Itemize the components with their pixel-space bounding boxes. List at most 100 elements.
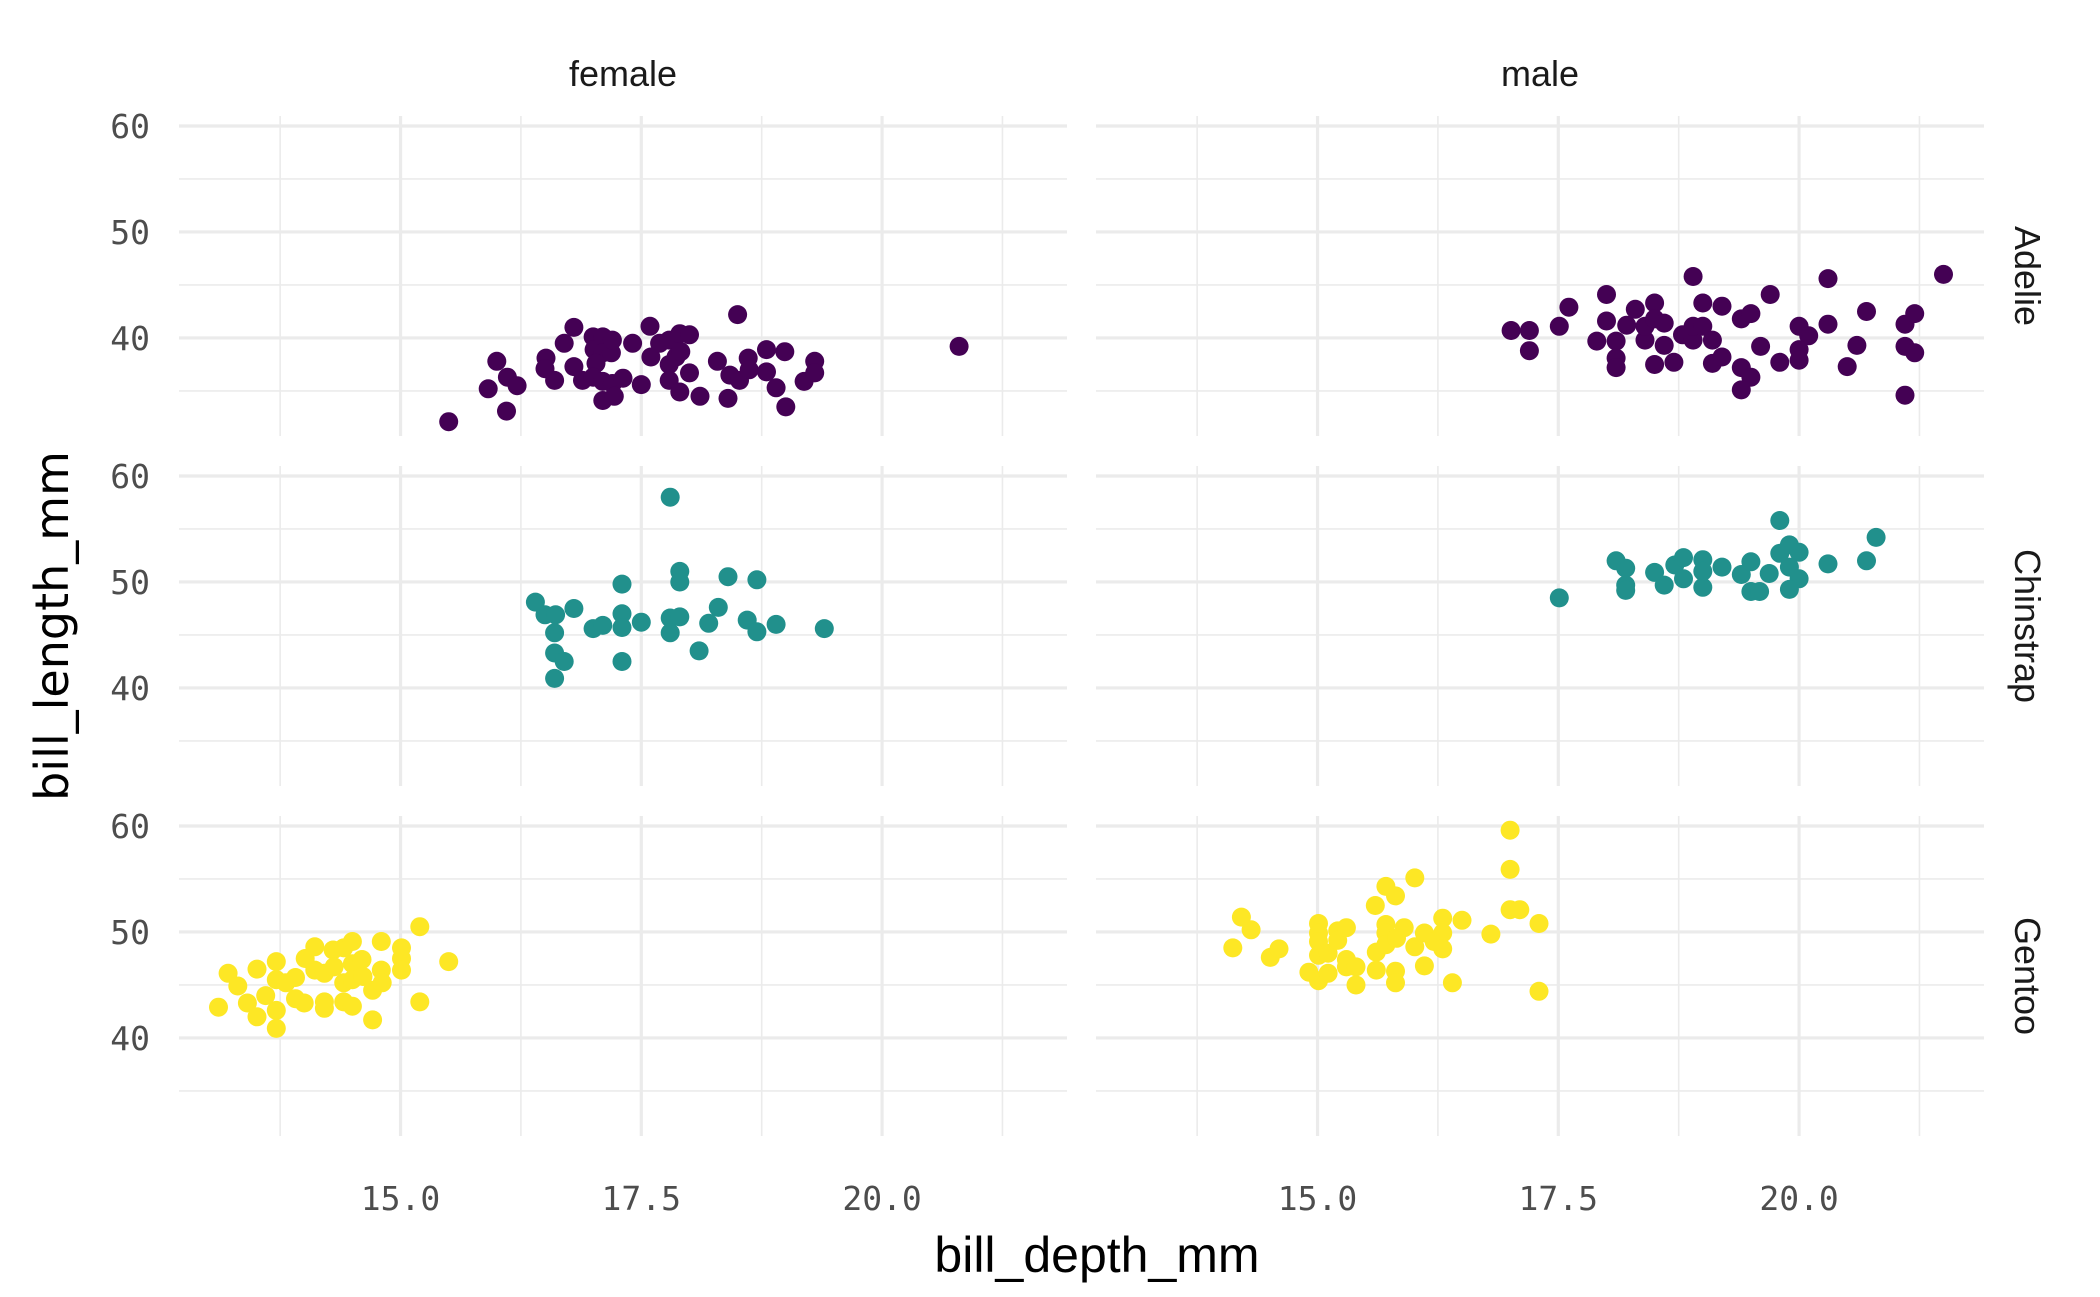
data-point <box>1818 314 1838 334</box>
data-point <box>612 604 632 624</box>
panel-gentoo-male <box>1096 816 1984 1136</box>
x-tick-label: 17.5 <box>1519 1179 1598 1218</box>
data-point <box>1510 900 1530 920</box>
data-point <box>1712 347 1732 367</box>
data-point <box>640 316 660 336</box>
data-point <box>1847 335 1867 355</box>
data-point <box>739 360 759 380</box>
y-tick-label: 60 <box>110 457 150 496</box>
data-point <box>757 362 776 382</box>
panel-gentoo-female <box>179 816 1067 1136</box>
data-point <box>1905 304 1925 324</box>
data-point <box>1818 269 1838 289</box>
data-point <box>766 614 786 634</box>
data-point <box>1866 527 1886 547</box>
data-point <box>699 613 719 633</box>
data-point <box>256 986 276 1006</box>
x-tick-label: 20.0 <box>1759 1179 1838 1218</box>
data-point <box>1837 357 1857 377</box>
x-axis-title: bill_depth_mm <box>934 1227 1259 1283</box>
data-point <box>371 932 391 951</box>
data-point <box>747 570 767 590</box>
data-point <box>564 599 584 618</box>
data-point <box>294 993 314 1013</box>
data-point <box>209 997 228 1017</box>
data-point <box>1501 321 1521 340</box>
data-point <box>1934 264 1953 284</box>
data-point <box>1529 981 1549 1001</box>
data-point <box>439 412 459 432</box>
data-point <box>478 379 498 399</box>
data-point <box>671 342 691 362</box>
data-point <box>680 325 699 345</box>
data-point <box>949 336 969 356</box>
data-point <box>690 386 710 406</box>
data-point <box>266 1018 286 1038</box>
data-point <box>612 652 632 671</box>
data-point <box>1433 923 1453 943</box>
data-point <box>1645 293 1665 313</box>
data-point <box>228 976 248 996</box>
data-point <box>507 376 527 396</box>
data-point <box>1645 355 1665 374</box>
data-point <box>660 623 680 643</box>
data-point <box>564 357 584 377</box>
data-point <box>775 342 795 362</box>
data-point <box>680 363 699 383</box>
panels-layer <box>179 116 1984 1136</box>
data-point <box>612 574 632 594</box>
data-point <box>1433 939 1453 959</box>
x-tick-label: 20.0 <box>842 1179 921 1218</box>
data-point <box>1712 296 1732 316</box>
data-point <box>631 375 651 395</box>
data-point <box>314 998 334 1018</box>
y-tick-label: 60 <box>110 107 150 146</box>
data-point <box>1365 896 1385 915</box>
data-point <box>1442 973 1462 993</box>
data-point <box>1770 511 1790 530</box>
data-point <box>1529 914 1549 933</box>
data-point <box>1387 928 1406 948</box>
data-point <box>718 388 738 408</box>
data-point <box>266 1000 286 1020</box>
data-point <box>286 968 305 987</box>
data-point <box>247 1007 267 1027</box>
data-point <box>545 623 565 643</box>
data-point <box>266 952 286 972</box>
panel-chinstrap-male <box>1096 466 1984 786</box>
data-point <box>545 668 565 688</box>
data-point <box>1452 910 1472 930</box>
strip-label-chinstrap: Chinstrap <box>2007 549 2048 703</box>
data-point <box>324 957 344 977</box>
data-point <box>593 615 613 635</box>
points-chinstrap-female <box>525 487 834 688</box>
x-tick-label: 15.0 <box>1278 1179 1357 1218</box>
data-point <box>1799 326 1819 346</box>
data-point <box>1405 868 1425 888</box>
data-point <box>1606 331 1626 351</box>
data-point <box>1336 918 1356 938</box>
strip-label-adelie: Adelie <box>2007 226 2048 326</box>
x-tick-label: 17.5 <box>602 1179 681 1218</box>
data-point <box>1606 358 1626 378</box>
points-adelie-male <box>1501 264 1953 405</box>
data-point <box>305 937 325 957</box>
data-point <box>1549 588 1569 608</box>
data-point <box>707 351 727 371</box>
data-point <box>1683 330 1703 350</box>
data-point <box>718 567 738 587</box>
data-point <box>487 351 507 371</box>
data-point <box>1500 859 1520 879</box>
data-point <box>1654 335 1674 355</box>
data-point <box>1654 313 1674 333</box>
data-point <box>1702 330 1722 350</box>
data-point <box>631 612 651 632</box>
data-point <box>689 641 709 661</box>
data-point <box>410 992 430 1012</box>
data-point <box>1549 316 1569 336</box>
data-point <box>1693 577 1713 597</box>
x-tick-label: 15.0 <box>361 1179 440 1218</box>
y-tick-label: 50 <box>110 213 150 252</box>
strips-layer: female male Adelie Chinstrap Gentoo <box>569 53 2048 1035</box>
